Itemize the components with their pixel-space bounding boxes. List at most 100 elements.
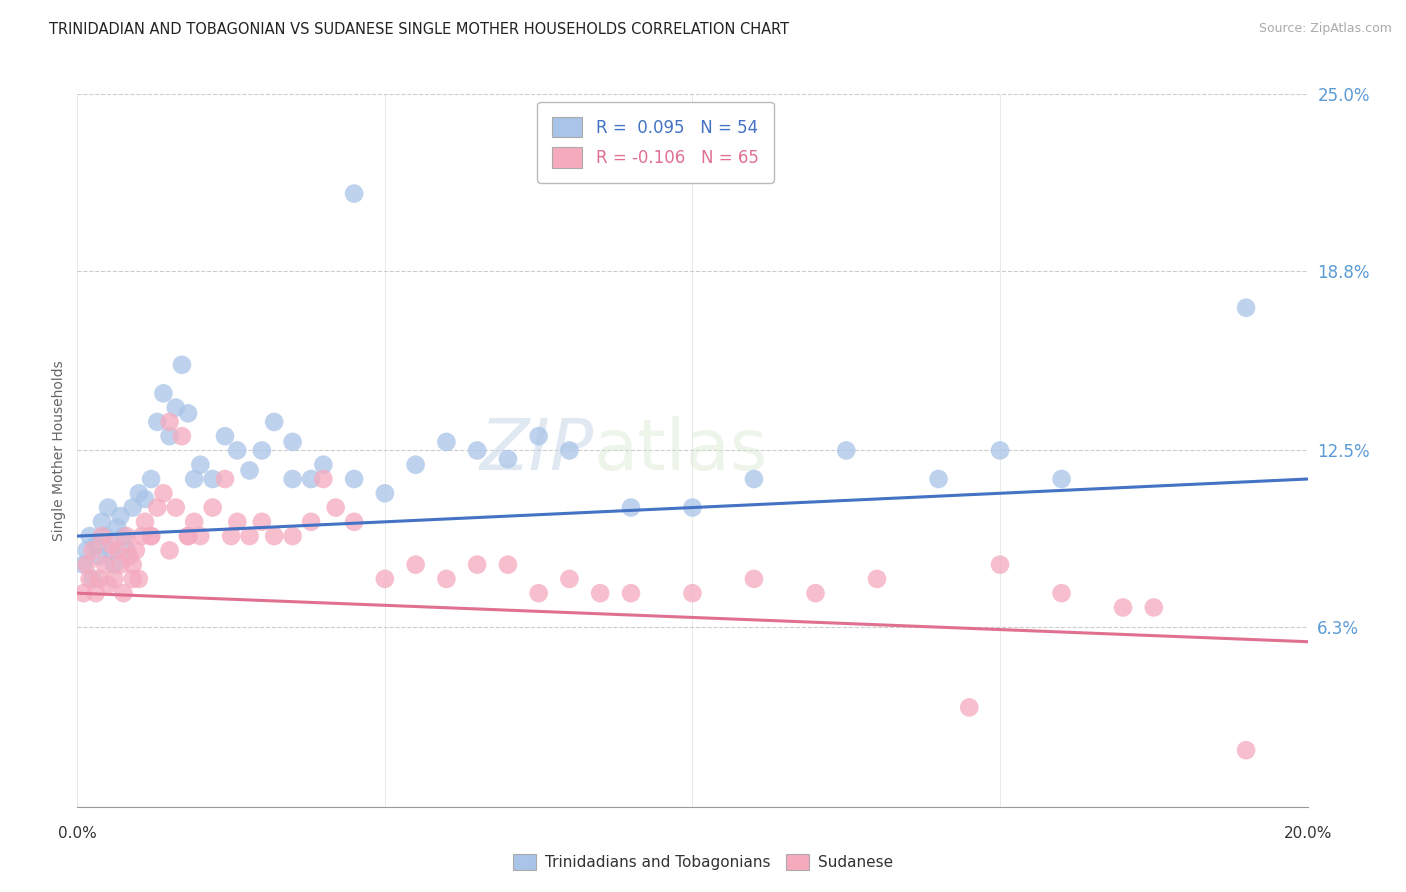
- Point: [79, 529, 101, 543]
- Point: [263, 529, 285, 543]
- Point: [165, 500, 187, 515]
- Point: [496, 558, 519, 572]
- Point: [76, 558, 98, 572]
- Point: [159, 429, 181, 443]
- Point: [239, 529, 262, 543]
- Point: [226, 443, 249, 458]
- Point: [496, 452, 519, 467]
- Point: [82, 572, 104, 586]
- Point: [97, 500, 120, 515]
- Legend: R =  0.095   N = 54, R = -0.106   N = 65: R = 0.095 N = 54, R = -0.106 N = 65: [537, 102, 773, 183]
- Point: [219, 529, 242, 543]
- Point: [141, 529, 163, 543]
- Point: [170, 358, 193, 372]
- Point: [188, 458, 212, 472]
- Point: [152, 486, 174, 500]
- Point: [405, 458, 427, 472]
- Point: [141, 472, 163, 486]
- Point: [558, 572, 581, 586]
- Point: [90, 529, 114, 543]
- Point: [84, 586, 107, 600]
- Text: ZIP: ZIP: [479, 416, 595, 485]
- Text: TRINIDADIAN AND TOBAGONIAN VS SUDANESE SINGLE MOTHER HOUSEHOLDS CORRELATION CHAR: TRINIDADIAN AND TOBAGONIAN VS SUDANESE S…: [49, 22, 789, 37]
- Point: [121, 500, 143, 515]
- Point: [146, 500, 169, 515]
- Point: [263, 415, 285, 429]
- Point: [558, 443, 581, 458]
- Point: [87, 549, 110, 563]
- Point: [112, 586, 135, 600]
- Point: [121, 572, 143, 586]
- Point: [170, 429, 193, 443]
- Text: 0.0%: 0.0%: [58, 827, 97, 841]
- Point: [94, 558, 117, 572]
- Point: [105, 520, 128, 534]
- Point: [343, 515, 366, 529]
- Point: [928, 472, 950, 486]
- Y-axis label: Single Mother Households: Single Mother Households: [52, 360, 66, 541]
- Point: [405, 558, 427, 572]
- Point: [165, 401, 187, 415]
- Point: [1112, 600, 1135, 615]
- Point: [201, 472, 224, 486]
- Point: [1143, 600, 1166, 615]
- Point: [239, 463, 262, 477]
- Point: [281, 434, 304, 449]
- Point: [159, 543, 181, 558]
- Point: [103, 558, 125, 572]
- Point: [281, 529, 304, 543]
- Point: [436, 572, 458, 586]
- Text: atlas: atlas: [595, 416, 769, 485]
- Point: [374, 486, 396, 500]
- Point: [866, 572, 889, 586]
- Point: [374, 572, 396, 586]
- Point: [214, 429, 236, 443]
- Point: [125, 543, 148, 558]
- Point: [100, 543, 122, 558]
- Point: [1050, 472, 1073, 486]
- Point: [226, 515, 249, 529]
- Point: [589, 586, 612, 600]
- Point: [957, 700, 980, 714]
- Point: [177, 529, 200, 543]
- Point: [87, 572, 110, 586]
- Point: [742, 572, 765, 586]
- Point: [72, 586, 94, 600]
- Point: [121, 558, 143, 572]
- Point: [835, 443, 858, 458]
- Point: [152, 386, 174, 401]
- Point: [82, 543, 104, 558]
- Point: [159, 415, 181, 429]
- Point: [94, 529, 117, 543]
- Point: [84, 538, 107, 552]
- Point: [183, 515, 205, 529]
- Point: [343, 472, 366, 486]
- Point: [214, 472, 236, 486]
- Legend: Trinidadians and Tobagonians, Sudanese: Trinidadians and Tobagonians, Sudanese: [506, 848, 900, 876]
- Point: [131, 529, 153, 543]
- Point: [105, 543, 128, 558]
- Point: [1234, 743, 1257, 757]
- Point: [100, 538, 122, 552]
- Point: [988, 443, 1011, 458]
- Point: [742, 472, 765, 486]
- Point: [110, 558, 132, 572]
- Point: [146, 415, 169, 429]
- Point: [620, 586, 643, 600]
- Point: [115, 543, 138, 558]
- Point: [465, 443, 488, 458]
- Point: [804, 586, 827, 600]
- Point: [527, 429, 550, 443]
- Point: [988, 558, 1011, 572]
- Point: [118, 549, 141, 563]
- Point: [97, 577, 120, 591]
- Point: [112, 529, 135, 543]
- Point: [128, 572, 150, 586]
- Point: [110, 509, 132, 524]
- Point: [134, 515, 156, 529]
- Point: [128, 486, 150, 500]
- Point: [103, 572, 125, 586]
- Point: [281, 472, 304, 486]
- Point: [1234, 301, 1257, 315]
- Point: [299, 472, 322, 486]
